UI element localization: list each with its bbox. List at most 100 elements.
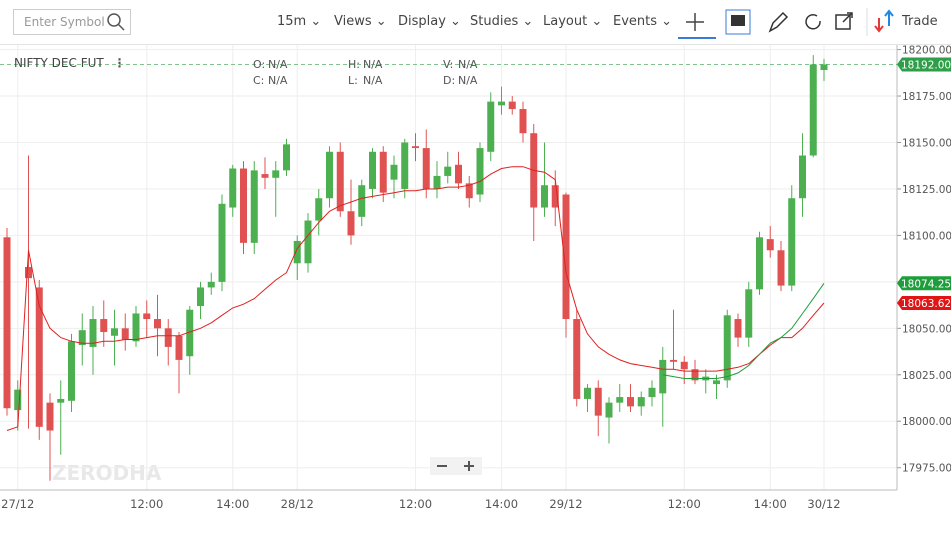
candle-body [100, 319, 108, 333]
candle-body [498, 101, 505, 106]
candle-body [616, 397, 624, 403]
candle-body [111, 328, 118, 336]
toolbar: Enter Symbol 15m ⌄ Views ⌄ Display ⌄ Studie… [0, 0, 951, 45]
candle-body [573, 319, 581, 399]
candle-body [272, 170, 280, 178]
candle-body [154, 319, 161, 329]
candle-body [680, 361, 688, 370]
candle-body [777, 250, 785, 286]
x-tick-label: 14:00 [216, 497, 249, 511]
candle-body [336, 151, 344, 212]
candle-body [670, 359, 677, 362]
candle-body [132, 313, 140, 342]
candle-body [541, 185, 548, 208]
menu-item[interactable]: 15m ⌄ [277, 14, 322, 29]
candle-body [519, 109, 527, 134]
y-tick-label: 18150.00 [902, 137, 951, 149]
candle-body [648, 387, 656, 398]
symbol-search[interactable]: Enter Symbol [13, 9, 131, 35]
candle-body [659, 359, 667, 394]
candle-body [734, 319, 742, 338]
candle-body [444, 166, 452, 176]
x-tick-label: 12:00 [668, 497, 701, 511]
candle-body [218, 203, 226, 282]
field-value: N/A [458, 74, 478, 87]
candle-body [240, 168, 247, 243]
field-value: N/A [458, 58, 478, 71]
search-icon [107, 13, 125, 31]
indicator-line [6, 166, 825, 431]
field-key: H: [348, 58, 360, 71]
price-badge-label: 18063.62 [901, 298, 951, 310]
menu-item[interactable]: Display ⌄ [398, 14, 461, 29]
y-tick-label: 18100.00 [902, 230, 951, 242]
candle-body [584, 387, 591, 399]
price-badge [897, 276, 951, 291]
y-tick-label: 18050.00 [902, 323, 951, 335]
candle-body [401, 142, 409, 189]
x-tick-label: 12:00 [399, 497, 432, 511]
candle-body [229, 168, 237, 208]
toolbar-icons [678, 8, 894, 39]
candle-body [207, 281, 215, 288]
symbol-name: NIFTY DEC FUT [14, 56, 104, 70]
field-value: N/A [363, 58, 383, 71]
candle-body [723, 315, 731, 381]
candle-body [358, 185, 366, 217]
candle-body [594, 387, 602, 416]
candle-body [455, 164, 462, 184]
field-value: N/A [363, 74, 383, 87]
field-value: N/A [268, 58, 288, 71]
menu-item[interactable]: Events ⌄ [613, 14, 673, 29]
candle-body [283, 144, 290, 171]
indicator-line [662, 283, 825, 379]
candle-body [766, 239, 774, 251]
x-tick-label: 27/12 [1, 497, 34, 511]
candle-body [197, 287, 204, 307]
menu-item[interactable]: Studies ⌄ [470, 14, 534, 29]
price-badge [897, 57, 951, 72]
candle-body [476, 148, 484, 195]
price-badge-label: 18192.00 [901, 59, 951, 71]
candle-body [68, 341, 75, 401]
candle-body [369, 151, 376, 189]
candle-body [57, 398, 65, 403]
candle-body [3, 237, 11, 409]
candle-body [293, 240, 301, 264]
y-tick-label: 18000.00 [902, 416, 951, 428]
field-key: D: [443, 74, 456, 87]
zoom-controls[interactable] [430, 457, 490, 477]
candle-body [143, 313, 151, 320]
y-tick-label: 17975.00 [902, 463, 951, 475]
field-key: C: [253, 74, 265, 87]
trade-button[interactable]: Trade [902, 14, 938, 29]
candle-body [637, 397, 645, 407]
y-tick-label: 18025.00 [902, 370, 951, 382]
candle-body [605, 402, 613, 418]
candle-body [78, 330, 86, 346]
y-tick-label: 18200.00 [902, 45, 951, 57]
candle-body [304, 220, 312, 264]
candle-body [25, 267, 32, 279]
x-tick-label: 14:00 [485, 497, 518, 511]
menu-item[interactable]: Layout ⌄ [543, 14, 603, 29]
candle-body [315, 198, 323, 221]
candle-body [121, 328, 129, 340]
candle-body [164, 328, 172, 347]
candle-body [390, 164, 398, 180]
x-tick-label: 29/12 [549, 497, 582, 511]
y-tick-label: 18175.00 [902, 91, 951, 103]
candle-body [433, 175, 441, 189]
candle-body [799, 155, 806, 199]
x-tick-label: 28/12 [281, 497, 314, 511]
candle-body [562, 194, 570, 320]
price-badge-label: 18074.25 [901, 278, 951, 290]
candle-body [820, 64, 828, 71]
field-value: N/A [268, 74, 288, 87]
candle-body [326, 151, 333, 199]
candle-body [809, 64, 817, 156]
candle-body [465, 183, 473, 199]
menu-item[interactable]: Views ⌄ [334, 14, 387, 29]
